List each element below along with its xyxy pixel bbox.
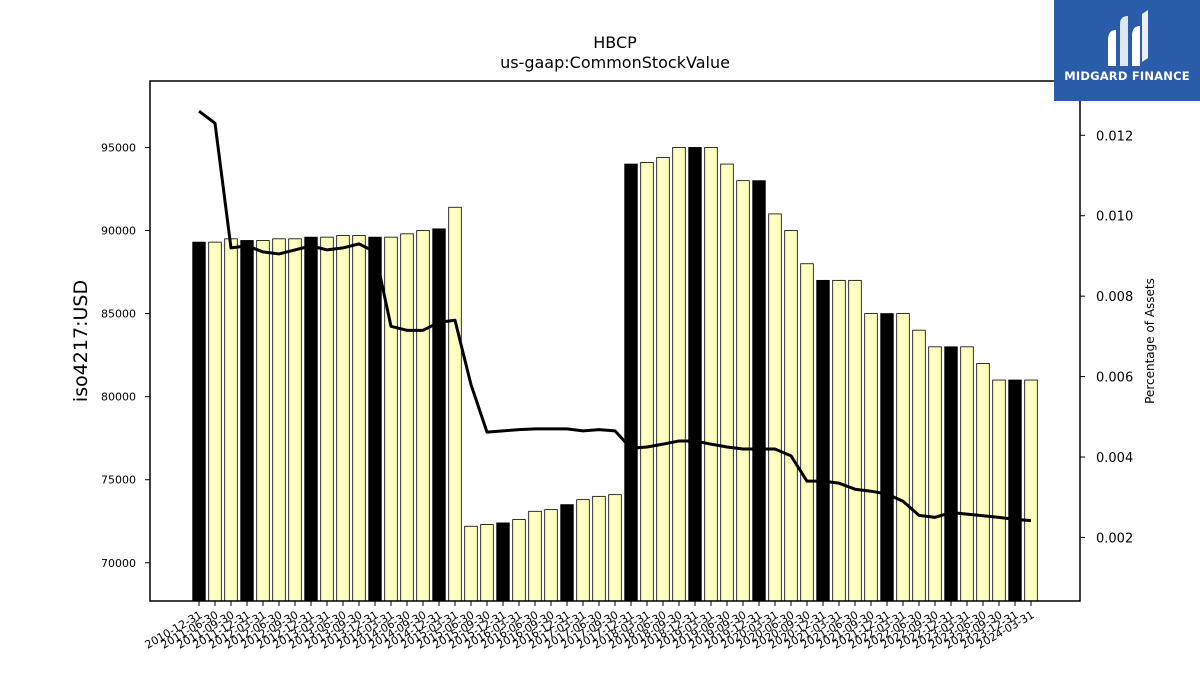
bar <box>304 236 318 602</box>
bar <box>448 206 462 602</box>
bar <box>848 279 862 602</box>
y2-tick-label: 0.010 <box>1096 210 1133 225</box>
bar <box>368 236 382 602</box>
x-axis-ticks: 2010-12-312011-06-302011-09-302011-12-31… <box>143 601 1037 652</box>
bar <box>864 313 878 602</box>
bar <box>400 233 414 602</box>
bar <box>928 346 942 602</box>
y-axis-label: iso4217:USD <box>70 280 92 402</box>
bar <box>880 313 894 602</box>
bar <box>800 263 814 602</box>
bar <box>512 519 526 602</box>
bar <box>640 162 654 602</box>
bar <box>208 241 222 602</box>
y2-tick-label: 0.004 <box>1096 451 1133 466</box>
logo-text: MIDGARD FINANCE <box>1064 69 1190 83</box>
bar <box>896 313 910 602</box>
bar <box>272 238 286 602</box>
y-tick-label: 80000 <box>101 391 136 404</box>
bar <box>672 147 686 602</box>
bar <box>720 163 734 602</box>
midgard-finance-logo: MIDGARD FINANCE <box>1054 0 1200 101</box>
y2-tick-label: 0.012 <box>1096 129 1133 144</box>
bar <box>688 147 702 602</box>
chart-title: HBCP <box>593 33 637 52</box>
bar <box>240 240 254 602</box>
bar <box>992 379 1006 602</box>
bar <box>1008 379 1022 602</box>
bars <box>192 147 1038 602</box>
y2-tick-label: 0.008 <box>1096 290 1133 305</box>
bar <box>944 346 958 602</box>
bar <box>592 495 606 602</box>
bar <box>656 157 670 602</box>
bar <box>976 363 990 602</box>
bar <box>736 180 750 602</box>
bar <box>784 230 798 602</box>
bar <box>832 279 846 602</box>
bar <box>256 240 270 602</box>
logo-mark-icon <box>1108 10 1148 66</box>
chart-subtitle: us-gaap:CommonStockValue <box>500 53 730 72</box>
bar <box>288 238 302 602</box>
bar <box>528 510 542 602</box>
bar <box>816 279 830 602</box>
bar <box>416 230 430 602</box>
y-tick-label: 85000 <box>101 308 136 321</box>
y-axis-ticks: 70000 75000 80000 85000 90000 95000 <box>101 141 150 570</box>
bar <box>336 235 350 602</box>
y-tick-label: 95000 <box>101 141 136 154</box>
bar <box>768 213 782 602</box>
percentage-line <box>198 109 1032 523</box>
bar <box>1024 379 1038 602</box>
bar <box>480 524 494 602</box>
bar <box>352 235 366 602</box>
y-tick-label: 70000 <box>101 557 136 570</box>
bar <box>960 346 974 602</box>
bar <box>912 329 926 602</box>
y-tick-label: 75000 <box>101 474 136 487</box>
bar <box>576 499 590 602</box>
bar <box>464 525 478 602</box>
y-tick-label: 90000 <box>101 225 136 238</box>
bar <box>752 180 766 602</box>
y2-axis-label: Percentage of Assets <box>1143 278 1157 404</box>
bar <box>560 504 574 602</box>
y2-axis-ticks: 0.002 0.004 0.006 0.008 0.010 0.012 <box>1080 129 1133 546</box>
bar <box>320 236 334 602</box>
bar <box>384 236 398 602</box>
bar <box>432 228 446 602</box>
bar <box>192 241 206 602</box>
bar <box>624 163 638 602</box>
y2-tick-label: 0.006 <box>1096 371 1133 386</box>
bar <box>544 509 558 602</box>
bar <box>704 147 718 602</box>
y2-tick-label: 0.002 <box>1096 531 1133 546</box>
bar <box>608 494 622 602</box>
bar <box>224 238 238 602</box>
bar <box>496 522 510 602</box>
